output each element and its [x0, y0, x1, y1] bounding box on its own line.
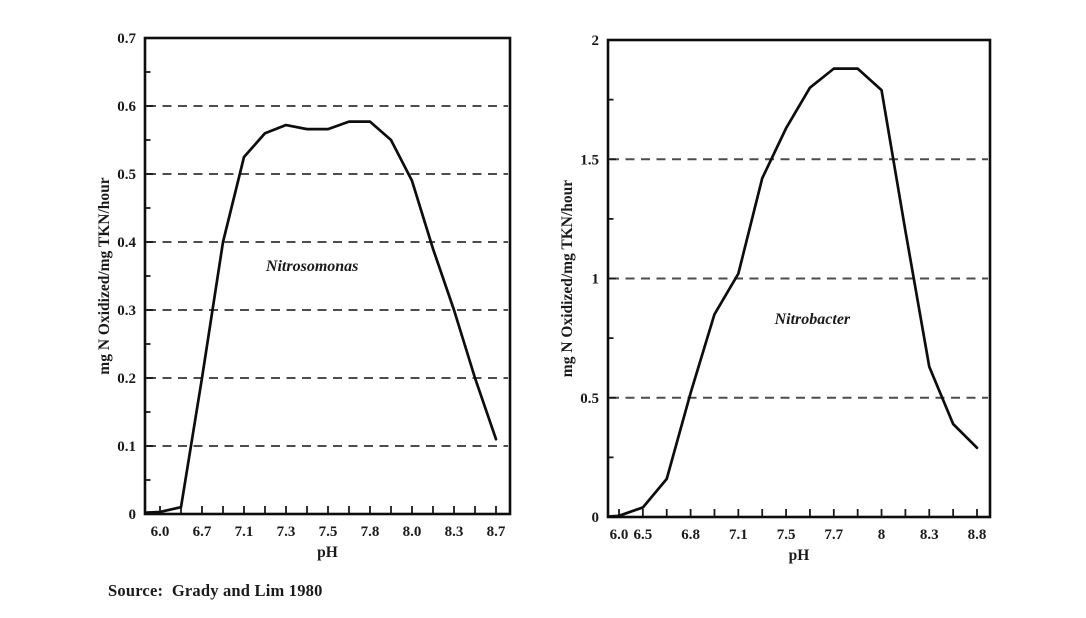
- y-axis-title: mg N Oxidized/mg TKN/hour: [559, 180, 576, 377]
- x-tick-label: 7.8: [361, 524, 380, 540]
- x-tick-label: 7.7: [824, 527, 843, 543]
- y-tick-label: 0.5: [117, 167, 136, 183]
- curve-nitrosomonas: [145, 120, 498, 514]
- y-tick-label: 0.3: [117, 303, 136, 319]
- x-axis-title: pH: [789, 547, 810, 564]
- x-tick-label: 7.3: [277, 524, 296, 540]
- x-tick-label: 7.5: [777, 527, 796, 543]
- y-tick-label: 0: [592, 510, 600, 526]
- chart-nitrobacter: 6.0 6.5 6.8 7.1 7.5 7.7 8 8.3 8.8 0 0.5 1 1.5 2 pH mg N…: [559, 33, 992, 564]
- y-tick-label: 0.5: [580, 391, 599, 407]
- x-tick-label: 8.8: [968, 527, 987, 543]
- x-tick-label: 8.3: [920, 527, 939, 543]
- x-tick-label: 7.1: [729, 527, 748, 543]
- x-tick-label: 8.3: [445, 524, 464, 540]
- plot-frame: [606, 38, 992, 519]
- source-note: Source: Grady and Lim 1980: [108, 581, 323, 600]
- x-tick-label: 6.0: [610, 527, 629, 543]
- y-tick-label: 0.7: [117, 31, 136, 47]
- x-axis-title: pH: [317, 544, 338, 561]
- x-tick-label: 7.5: [319, 524, 338, 540]
- y-tick-label: 0: [129, 507, 137, 523]
- y-axis-title: mg N Oxidized/mg TKN/hour: [96, 177, 113, 374]
- chart-nitrosomonas: 6.0 6.7 7.1 7.3 7.5 7.8 8.0 8.3 8.7 0 0.1 0.2 0.3 0.4…: [96, 31, 512, 561]
- y-tick-label: 1: [592, 272, 600, 288]
- y-tick-label: 2: [592, 33, 600, 49]
- x-tick-label: 7.1: [235, 524, 254, 540]
- y-tick-label: 0.2: [117, 371, 136, 387]
- y-tick-label: 1.5: [580, 152, 599, 168]
- plot-frame: [143, 36, 512, 516]
- x-tick-label: 8.0: [403, 524, 422, 540]
- species-label: Nitrosomonas: [265, 258, 358, 275]
- x-tick-label: 6.0: [151, 524, 170, 540]
- x-tick-label: 6.7: [193, 524, 212, 540]
- species-label: Nitrobacter: [774, 311, 851, 328]
- y-tick-label: 0.4: [117, 235, 136, 251]
- x-tick-label: 8: [878, 527, 886, 543]
- x-tick-label: 6.5: [633, 527, 652, 543]
- x-tick-label: 8.7: [487, 524, 506, 540]
- curve-nitrobacter: [608, 67, 979, 518]
- x-tick-label: 6.8: [681, 527, 700, 543]
- y-tick-label: 0.1: [117, 439, 136, 455]
- y-tick-label: 0.6: [117, 99, 136, 115]
